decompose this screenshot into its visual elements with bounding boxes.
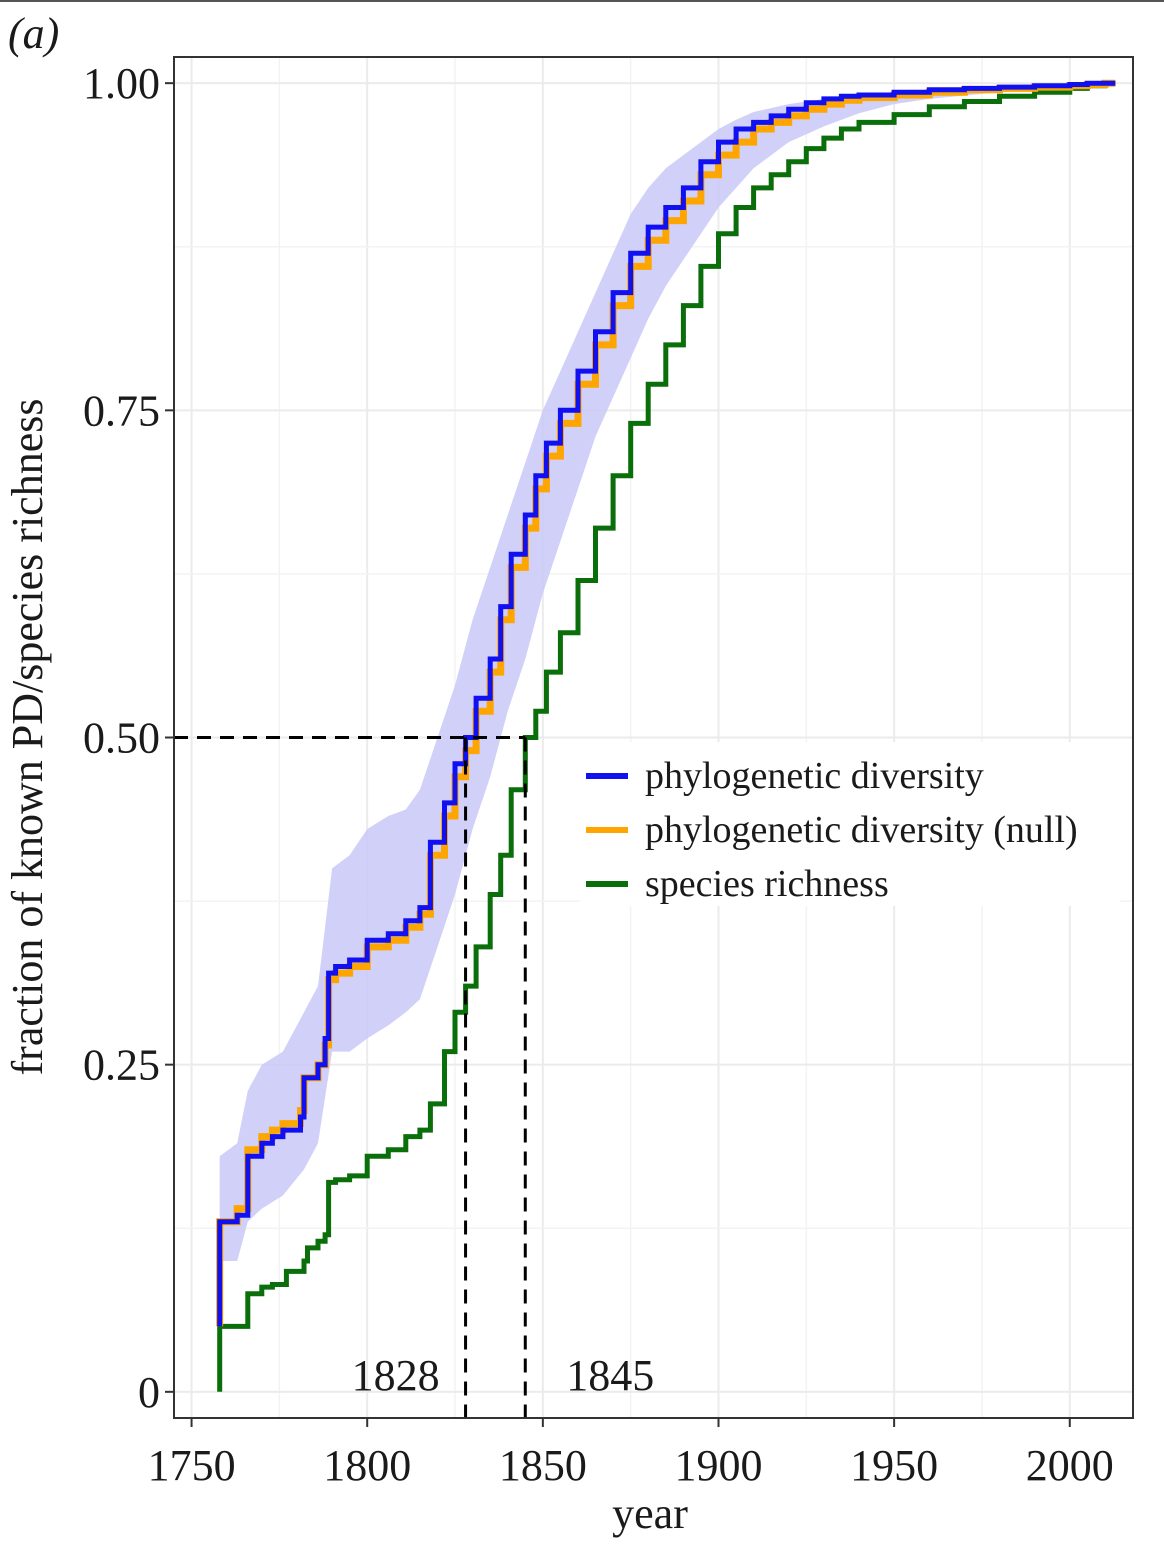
legend-label: phylogenetic diversity	[645, 755, 984, 797]
x-tick-label: 1850	[499, 1441, 587, 1490]
legend-background	[580, 742, 1120, 906]
confidence-band-layer	[219, 83, 1116, 1262]
legend-label: phylogenetic diversity (null)	[645, 809, 1078, 851]
y-tick-label: 1.00	[83, 59, 160, 108]
x-axis-title: year	[612, 1489, 688, 1538]
series-line-phylogenetic-diversity	[217, 80, 1116, 1327]
panel-label: (a)	[8, 9, 59, 58]
series-line-species-richness	[217, 80, 1116, 1392]
plot-area	[173, 56, 1134, 1419]
year-annotation: 1845	[566, 1351, 654, 1400]
year-annotation: 1828	[352, 1351, 440, 1400]
x-tick-label: 2000	[1026, 1441, 1114, 1490]
series-layer	[216, 79, 1116, 1392]
confidence-band	[219, 83, 1116, 1262]
grid-lines	[174, 57, 1133, 1418]
y-axis-title: fraction of known PD/species richness	[3, 399, 52, 1076]
legend: phylogenetic diversity phylogenetic diver…	[580, 742, 1120, 906]
y-tick-label: 0	[138, 1368, 160, 1417]
x-tick-label: 1950	[850, 1441, 938, 1490]
x-axis: 1750 1800 1850 1900 1950 2000	[148, 1418, 1114, 1490]
y-tick-label: 0.25	[83, 1041, 160, 1090]
legend-label: species richness	[645, 863, 889, 905]
y-tick-label: 0.50	[83, 714, 160, 763]
reference-lines	[174, 736, 527, 1418]
x-tick-label: 1750	[148, 1441, 236, 1490]
y-axis: 0 0.25 0.50 0.75 1.00	[83, 59, 174, 1417]
x-tick-label: 1800	[323, 1441, 411, 1490]
x-tick-label: 1900	[674, 1441, 762, 1490]
annotations: 1828 1845	[352, 1351, 655, 1400]
y-tick-label: 0.75	[83, 386, 160, 435]
